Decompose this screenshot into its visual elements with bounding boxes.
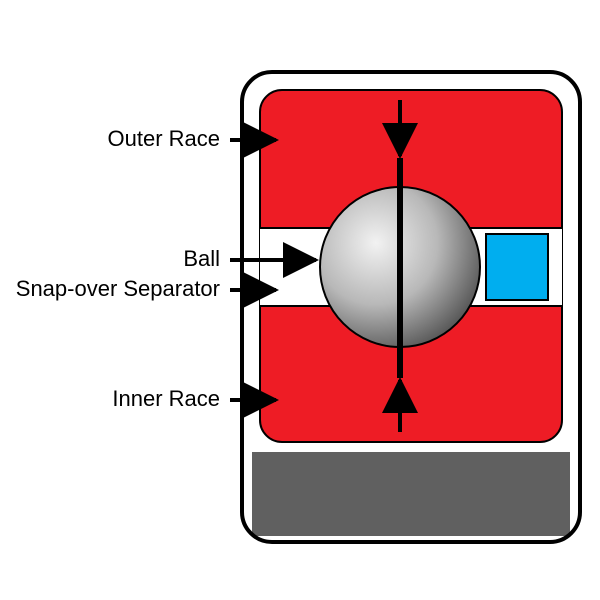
label-ball: Ball xyxy=(183,246,220,272)
bearing-diagram: Outer Race Ball Snap-over Separator Inne… xyxy=(0,0,600,600)
shadow-band xyxy=(252,452,570,536)
separator-block xyxy=(486,234,548,300)
label-separator: Snap-over Separator xyxy=(16,276,220,302)
label-outer-race: Outer Race xyxy=(108,126,221,152)
label-inner-race: Inner Race xyxy=(112,386,220,412)
